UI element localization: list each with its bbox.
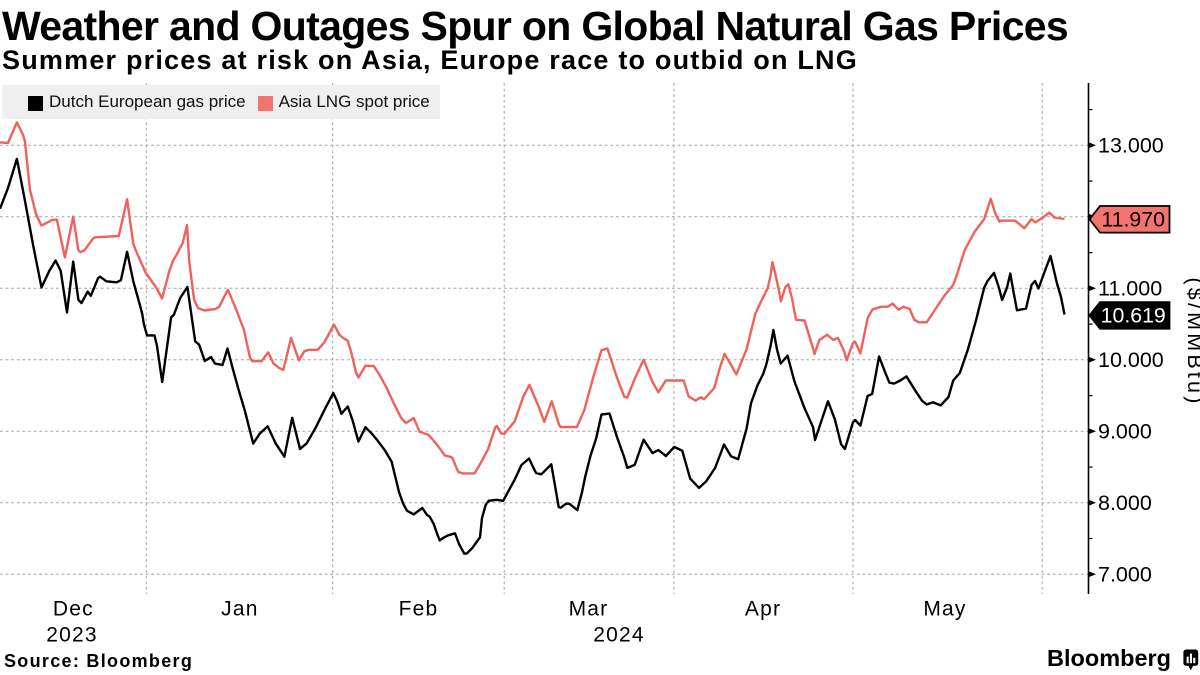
svg-text:Apr: Apr	[745, 598, 781, 621]
svg-text:9.000: 9.000	[1098, 419, 1152, 443]
svg-text:($/MMBtu): ($/MMBtu)	[1183, 277, 1200, 406]
svg-text:Dec: Dec	[53, 598, 94, 621]
svg-text:11.000: 11.000	[1098, 276, 1162, 300]
svg-text:Mar: Mar	[569, 598, 609, 621]
svg-text:May: May	[923, 598, 966, 621]
svg-text:2024: 2024	[593, 624, 645, 647]
svg-text:10.619: 10.619	[1101, 303, 1166, 327]
svg-text:11.970: 11.970	[1101, 207, 1165, 231]
svg-text:Feb: Feb	[399, 598, 439, 621]
svg-text:8.000: 8.000	[1098, 491, 1152, 515]
svg-text:7.000: 7.000	[1098, 562, 1152, 586]
svg-text:2023: 2023	[46, 624, 98, 647]
svg-text:13.000: 13.000	[1098, 133, 1164, 157]
svg-text:10.000: 10.000	[1098, 348, 1164, 372]
svg-text:Jan: Jan	[221, 598, 258, 621]
